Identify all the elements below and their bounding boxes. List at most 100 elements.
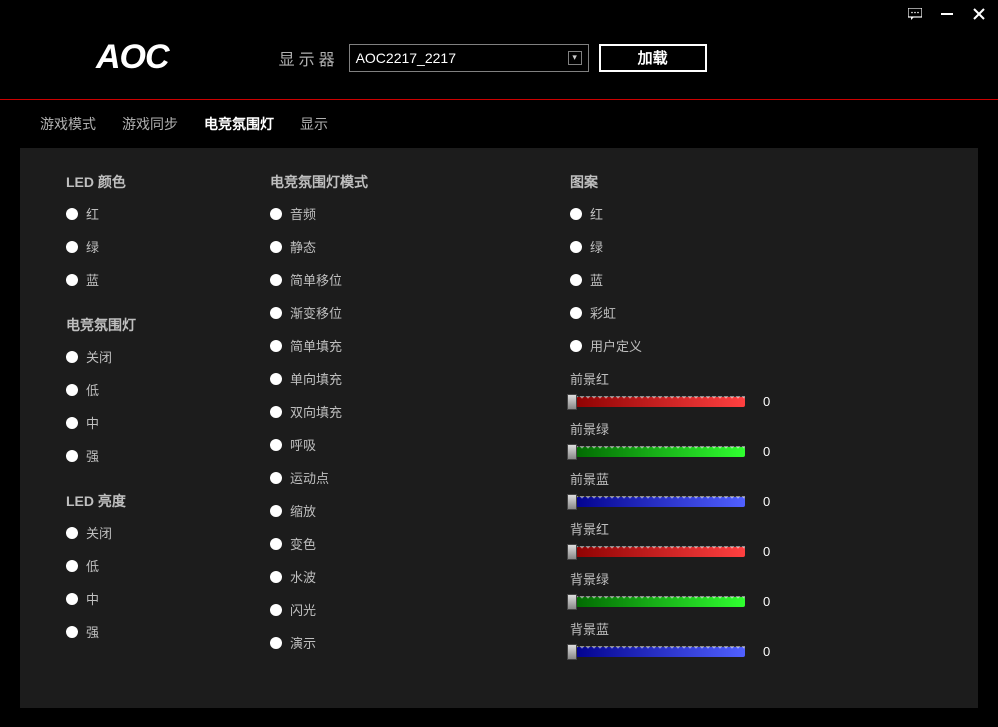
slider-thumb[interactable] xyxy=(567,394,577,410)
radio-input[interactable] xyxy=(270,637,282,649)
radio-item[interactable]: 闪光 xyxy=(270,600,570,619)
radio-item[interactable]: 绿 xyxy=(570,237,978,256)
radio-item[interactable]: 单向填充 xyxy=(270,369,570,388)
slider-label: 前景绿 xyxy=(570,419,938,438)
radio-label: 简单填充 xyxy=(290,336,342,355)
minimize-icon[interactable] xyxy=(940,7,954,21)
radio-input[interactable] xyxy=(270,373,282,385)
section-title: 图案 xyxy=(570,172,978,192)
radio-input[interactable] xyxy=(66,527,78,539)
slider-thumb[interactable] xyxy=(567,644,577,660)
radio-item[interactable]: 运动点 xyxy=(270,468,570,487)
radio-label: 蓝 xyxy=(590,270,603,289)
radio-input[interactable] xyxy=(66,450,78,462)
radio-input[interactable] xyxy=(66,560,78,572)
radio-item[interactable]: 蓝 xyxy=(570,270,978,289)
monitor-select[interactable]: AOC2217_2217 ▾ xyxy=(349,44,589,72)
radio-input[interactable] xyxy=(270,208,282,220)
slider-track[interactable] xyxy=(570,597,745,607)
tab-0[interactable]: 游戏模式 xyxy=(40,114,96,134)
radio-item[interactable]: 变色 xyxy=(270,534,570,553)
radio-item[interactable]: 绿 xyxy=(66,237,270,256)
radio-input[interactable] xyxy=(66,351,78,363)
radio-input[interactable] xyxy=(270,307,282,319)
radio-input[interactable] xyxy=(66,241,78,253)
radio-input[interactable] xyxy=(270,340,282,352)
radio-item[interactable]: 关闭 xyxy=(66,347,270,366)
slider-track[interactable] xyxy=(570,497,745,507)
section-title: 电竞氛围灯模式 xyxy=(270,172,570,192)
radio-input[interactable] xyxy=(66,626,78,638)
radio-input[interactable] xyxy=(66,274,78,286)
slider-track[interactable] xyxy=(570,547,745,557)
radio-item[interactable]: 彩虹 xyxy=(570,303,978,322)
radio-input[interactable] xyxy=(66,384,78,396)
slider-label: 前景蓝 xyxy=(570,469,938,488)
radio-item[interactable]: 水波 xyxy=(270,567,570,586)
tab-2[interactable]: 电竞氛围灯 xyxy=(204,114,274,134)
radio-label: 闪光 xyxy=(290,600,316,619)
radio-label: 水波 xyxy=(290,567,316,586)
radio-item[interactable]: 关闭 xyxy=(66,523,270,542)
radio-input[interactable] xyxy=(66,208,78,220)
radio-item[interactable]: 低 xyxy=(66,380,270,399)
radio-label: 变色 xyxy=(290,534,316,553)
radio-input[interactable] xyxy=(270,472,282,484)
radio-label: 单向填充 xyxy=(290,369,342,388)
close-icon[interactable] xyxy=(972,7,986,21)
radio-input[interactable] xyxy=(570,241,582,253)
radio-item[interactable]: 蓝 xyxy=(66,270,270,289)
radio-item[interactable]: 中 xyxy=(66,413,270,432)
chevron-down-icon: ▾ xyxy=(568,51,582,65)
radio-item[interactable]: 静态 xyxy=(270,237,570,256)
radio-item[interactable]: 用户定义 xyxy=(570,336,978,355)
radio-input[interactable] xyxy=(66,593,78,605)
radio-label: 关闭 xyxy=(86,347,112,366)
radio-label: 演示 xyxy=(290,633,316,652)
radio-item[interactable]: 简单移位 xyxy=(270,270,570,289)
load-button[interactable]: 加载 xyxy=(599,44,707,72)
radio-input[interactable] xyxy=(270,274,282,286)
radio-item[interactable]: 低 xyxy=(66,556,270,575)
radio-item[interactable]: 红 xyxy=(66,204,270,223)
radio-item[interactable]: 红 xyxy=(570,204,978,223)
radio-input[interactable] xyxy=(570,208,582,220)
radio-label: 中 xyxy=(86,413,99,432)
tab-1[interactable]: 游戏同步 xyxy=(122,114,178,134)
radio-input[interactable] xyxy=(570,274,582,286)
slider-thumb[interactable] xyxy=(567,594,577,610)
slider-track[interactable] xyxy=(570,447,745,457)
radio-item[interactable]: 渐变移位 xyxy=(270,303,570,322)
radio-item[interactable]: 演示 xyxy=(270,633,570,652)
slider-value: 0 xyxy=(763,394,783,409)
radio-item[interactable]: 强 xyxy=(66,446,270,465)
radio-input[interactable] xyxy=(270,241,282,253)
radio-item[interactable]: 呼吸 xyxy=(270,435,570,454)
slider-value: 0 xyxy=(763,594,783,609)
slider-thumb[interactable] xyxy=(567,544,577,560)
radio-input[interactable] xyxy=(270,406,282,418)
radio-input[interactable] xyxy=(270,505,282,517)
radio-label: 渐变移位 xyxy=(290,303,342,322)
chat-icon[interactable] xyxy=(908,8,922,20)
radio-input[interactable] xyxy=(270,538,282,550)
radio-label: 简单移位 xyxy=(290,270,342,289)
slider-track[interactable] xyxy=(570,647,745,657)
slider-thumb[interactable] xyxy=(567,444,577,460)
radio-item[interactable]: 中 xyxy=(66,589,270,608)
slider-thumb[interactable] xyxy=(567,494,577,510)
radio-input[interactable] xyxy=(270,439,282,451)
radio-input[interactable] xyxy=(570,340,582,352)
tab-3[interactable]: 显示 xyxy=(300,114,328,134)
radio-input[interactable] xyxy=(66,417,78,429)
radio-item[interactable]: 缩放 xyxy=(270,501,570,520)
radio-input[interactable] xyxy=(570,307,582,319)
radio-input[interactable] xyxy=(270,604,282,616)
slider-track[interactable] xyxy=(570,397,745,407)
radio-item[interactable]: 强 xyxy=(66,622,270,641)
section-title: LED 颜色 xyxy=(66,172,270,192)
radio-item[interactable]: 音频 xyxy=(270,204,570,223)
radio-item[interactable]: 双向填充 xyxy=(270,402,570,421)
radio-item[interactable]: 简单填充 xyxy=(270,336,570,355)
radio-input[interactable] xyxy=(270,571,282,583)
